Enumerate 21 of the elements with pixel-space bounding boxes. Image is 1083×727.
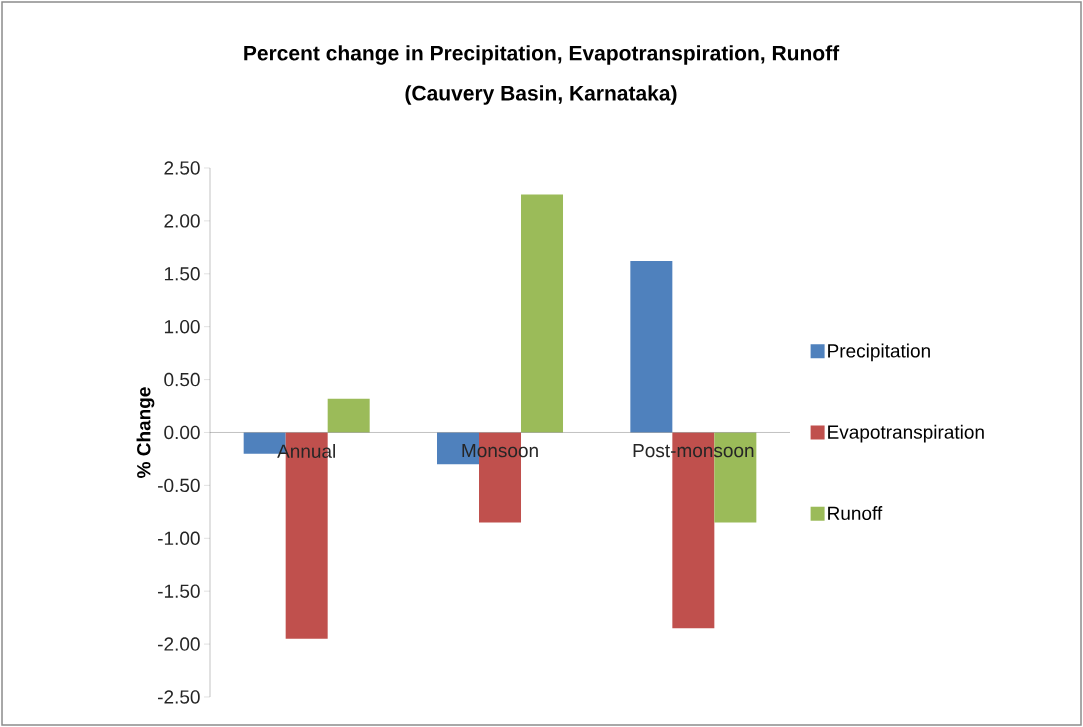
legend-label: Runoff bbox=[828, 506, 883, 521]
bar bbox=[327, 398, 370, 433]
y-tick-label: 1.50 bbox=[164, 267, 200, 281]
y-tick-label: -2.50 bbox=[158, 690, 200, 704]
y-tick-label: 2.50 bbox=[164, 161, 200, 175]
y-tick-label: 0.00 bbox=[164, 425, 200, 440]
y-tick-label: 2.00 bbox=[164, 214, 200, 228]
bar bbox=[630, 261, 673, 433]
y-tick-label: 0.50 bbox=[164, 372, 200, 387]
y-tick-label: -1.00 bbox=[158, 531, 200, 546]
bar bbox=[521, 194, 564, 433]
y-tick-label: -0.50 bbox=[158, 478, 200, 493]
y-tick-label: -1.50 bbox=[158, 584, 200, 598]
y-tick-label: 1.00 bbox=[164, 319, 200, 334]
y-tick-label: -2.00 bbox=[158, 637, 200, 651]
y-axis-title: % Change bbox=[136, 387, 155, 478]
legend-label: Evapotranspiration bbox=[828, 424, 984, 443]
legend-label: Precipitation bbox=[828, 343, 930, 362]
x-tick-label: Post-monsoon bbox=[633, 444, 754, 458]
chart-subtitle: (Cauvery Basin, Karnataka) bbox=[405, 85, 677, 105]
chart-title: Percent change in Precipitation, Evapotranspiration, Runoff bbox=[244, 45, 840, 65]
